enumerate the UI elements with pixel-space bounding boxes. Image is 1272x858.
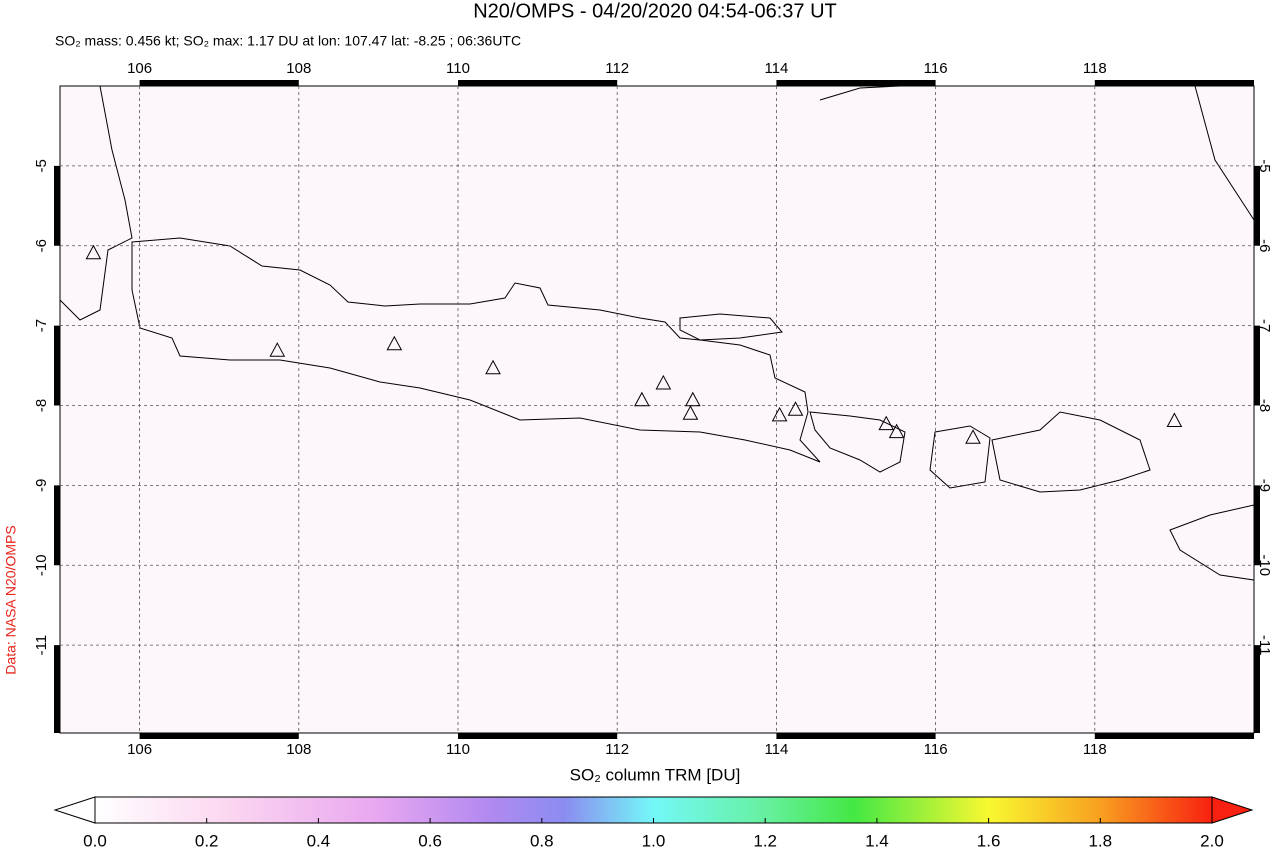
y-tick-label: -11 <box>33 635 50 656</box>
volcano <box>682 405 699 420</box>
x-tick-label: 112 <box>605 741 629 758</box>
colorbar-tick-label: 0.6 <box>418 831 442 850</box>
java-coast <box>131 237 821 463</box>
x-tick-label: 106 <box>127 60 152 77</box>
colorbar-tick-label: 0.0 <box>83 831 107 850</box>
colorbar-over-arrow <box>1211 796 1254 824</box>
map-area <box>60 86 1254 733</box>
y-tick-label: -9 <box>33 479 50 492</box>
volcano <box>485 359 501 375</box>
frame-bar <box>139 733 299 739</box>
volcano <box>965 429 981 444</box>
x-tick-label: 110 <box>446 60 470 77</box>
frame-bar <box>776 80 936 86</box>
colorbar-tick-label: 2.0 <box>1200 831 1224 850</box>
colorbar-tick-label: 1.4 <box>865 831 889 850</box>
volcano <box>85 244 102 260</box>
x-tick-label: 108 <box>286 60 311 77</box>
x-tick-label: 112 <box>605 60 629 77</box>
volcano <box>684 391 701 407</box>
colorbar-tick-label: 1.6 <box>977 831 1001 850</box>
colorbar-tick-label: 0.2 <box>195 831 219 850</box>
frame-bar <box>1254 165 1260 246</box>
frame-bar <box>54 165 60 246</box>
colorbar-under-arrow <box>53 796 96 824</box>
volcano <box>1166 412 1183 427</box>
lombok-coast <box>929 425 991 489</box>
colorbar-tick-label: 0.4 <box>307 831 331 850</box>
sumatra-coast <box>59 85 133 321</box>
y-tick-label: -10 <box>1256 554 1272 576</box>
volcano <box>634 391 650 407</box>
volcano <box>655 374 672 390</box>
y-tick-label: -9 <box>1256 479 1272 492</box>
frame-bar <box>54 325 60 406</box>
borneo-coast <box>819 85 1255 221</box>
subtitle: SO₂ mass: 0.456 kt; SO₂ max: 1.17 DU at … <box>55 33 521 49</box>
colorbar-tick-label: 0.8 <box>530 831 554 850</box>
frame-bar <box>1254 645 1260 733</box>
coastlines <box>59 85 1255 581</box>
frame-bar <box>139 80 299 86</box>
frame-bar <box>1254 325 1260 406</box>
y-tick-label: -10 <box>33 554 50 576</box>
frame-bar <box>776 733 936 739</box>
x-tick-label: 114 <box>764 741 788 758</box>
colorbar-tick-label: 1.2 <box>753 831 777 850</box>
map-frame <box>59 85 1255 734</box>
x-tick-label: 106 <box>127 741 152 758</box>
colorbar-tick-label: 1.8 <box>1088 831 1112 850</box>
frame-bar <box>54 645 60 733</box>
x-tick-label: 110 <box>446 741 470 758</box>
y-tick-label: -6 <box>1256 239 1272 252</box>
volcano <box>878 415 895 431</box>
chart-title: N20/OMPS - 04/20/2020 04:54-06:37 UT <box>473 0 837 22</box>
madura-coast <box>679 313 783 341</box>
x-tick-label: 108 <box>286 741 311 758</box>
volcano <box>269 342 286 357</box>
x-tick-label: 118 <box>1083 741 1107 758</box>
frame-bar <box>458 80 618 86</box>
colorbar-label: SO₂ column TRM [DU] <box>570 765 741 784</box>
x-tick-label: 116 <box>924 60 948 77</box>
frame-bar <box>458 733 618 739</box>
volcano <box>386 335 403 351</box>
y-tick-label: -5 <box>1256 159 1272 172</box>
y-tick-label: -6 <box>33 239 50 252</box>
volcano <box>771 406 788 422</box>
bali-coast <box>809 411 906 473</box>
y-tick-label: -8 <box>1256 399 1272 412</box>
x-tick-label: 114 <box>764 60 788 77</box>
volcano <box>888 423 905 439</box>
y-tick-label: -5 <box>33 159 50 172</box>
y-tick-label: -8 <box>33 399 50 412</box>
frame-bar <box>1094 733 1254 739</box>
sumbawa-coast <box>991 411 1151 493</box>
x-tick-label: 118 <box>1083 60 1107 77</box>
colorbar-tick-label: 1.0 <box>642 831 666 850</box>
frame-bar <box>1094 80 1254 86</box>
credit: Data: NASA N20/OMPS <box>3 525 19 674</box>
y-tick-label: -11 <box>1256 635 1272 656</box>
y-tick-label: -7 <box>1256 319 1272 332</box>
x-tick-label: 116 <box>924 741 948 758</box>
volcano <box>787 401 804 416</box>
y-tick-label: -7 <box>33 319 50 332</box>
frame-bar <box>54 485 60 566</box>
frame-bar <box>1254 485 1260 566</box>
